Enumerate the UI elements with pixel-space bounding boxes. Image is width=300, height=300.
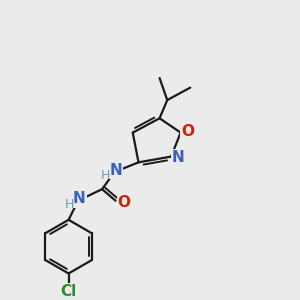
Text: O: O bbox=[118, 195, 130, 210]
Text: N: N bbox=[171, 150, 184, 165]
Text: N: N bbox=[73, 191, 85, 206]
Text: N: N bbox=[109, 163, 122, 178]
Text: H: H bbox=[65, 198, 74, 211]
Text: O: O bbox=[181, 124, 194, 139]
Text: Cl: Cl bbox=[60, 284, 77, 299]
Text: H: H bbox=[101, 169, 111, 182]
